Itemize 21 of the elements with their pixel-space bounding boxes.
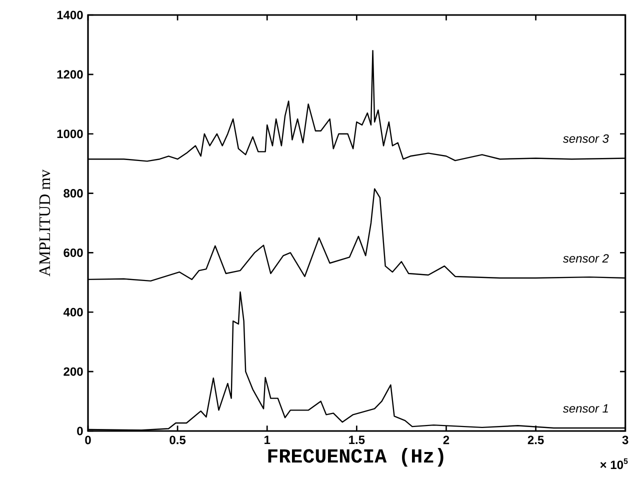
y-tick-label: 800 — [64, 189, 83, 198]
y-tick-label: 0 — [77, 426, 83, 436]
x-tick-label: 2 — [443, 436, 450, 444]
y-tick-label: 1000 — [57, 130, 83, 138]
x-tick-label: 2.5 — [528, 436, 544, 444]
x-tick-label: 1.5 — [349, 436, 365, 444]
y-tick-label: 200 — [64, 367, 83, 376]
legend-label: sensor 3 — [562, 134, 609, 143]
legend-label: sensor 2 — [562, 254, 609, 263]
x-tick-label: 0 — [85, 436, 91, 444]
text: × 10$^{5}$ — [600, 458, 628, 470]
x-tick-label: 0.5 — [170, 436, 186, 444]
y-axis-title: AMPLITUD mv — [39, 169, 50, 276]
x-tick-label: 1 — [264, 436, 270, 444]
y-tick-label: 600 — [64, 248, 83, 257]
x-tick-label: 3 — [622, 436, 628, 444]
y-tick-label: 1200 — [57, 70, 83, 79]
x-axis-title: FRECUENCIA (Hz) — [268, 448, 444, 467]
y-tick-label: 1400 — [57, 10, 83, 20]
series-label: sensor 1 — [562, 404, 608, 413]
y-tick-label: 400 — [63, 308, 83, 316]
